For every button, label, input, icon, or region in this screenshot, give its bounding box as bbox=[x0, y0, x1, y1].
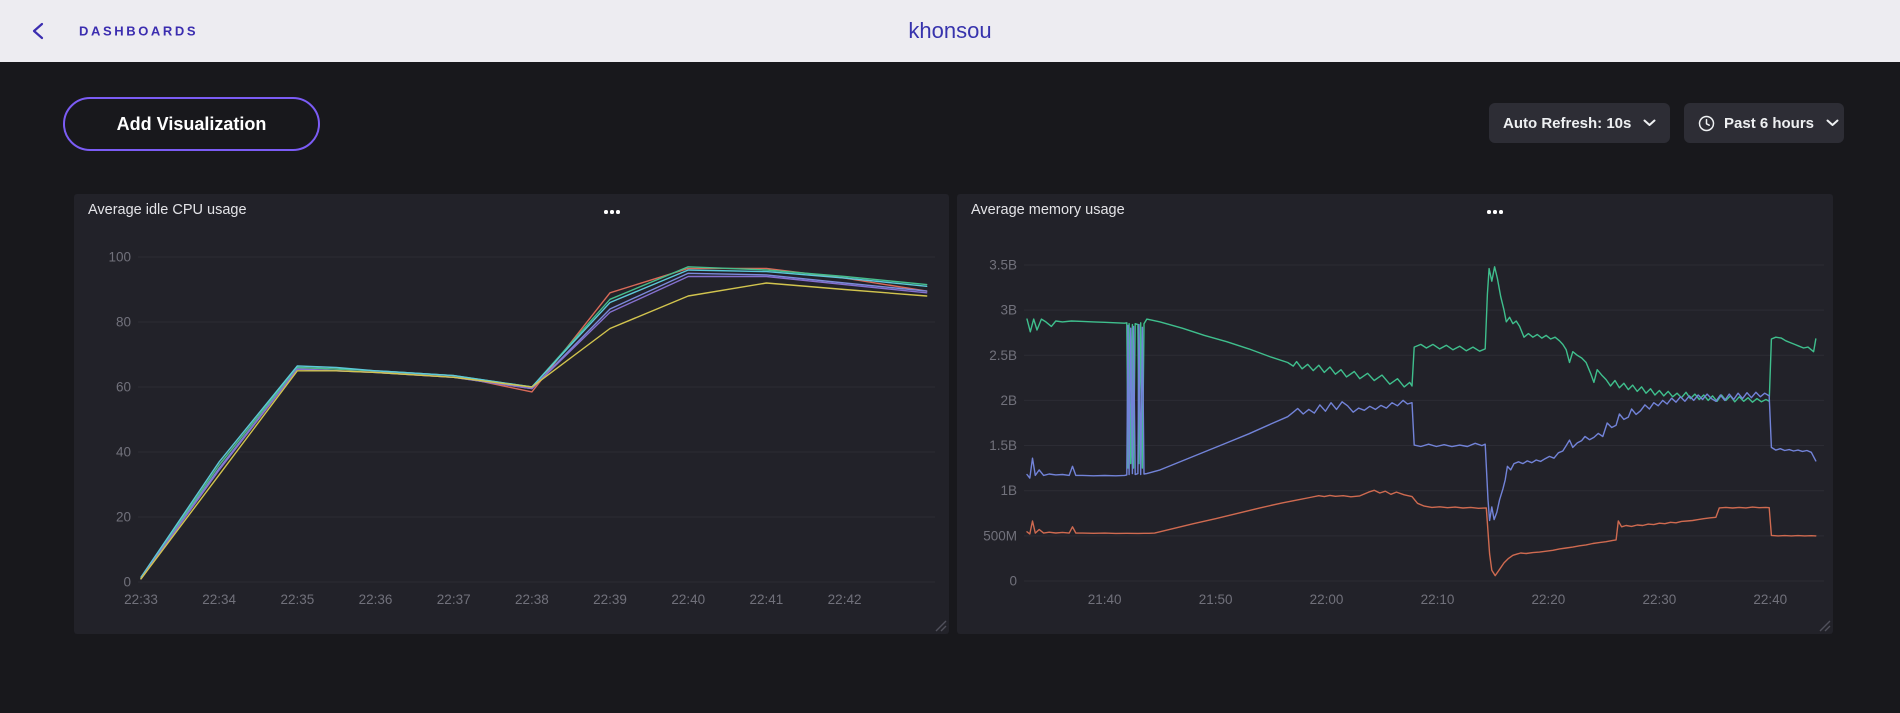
svg-text:500M: 500M bbox=[983, 528, 1017, 543]
resize-handle-icon[interactable] bbox=[934, 619, 947, 632]
menu-dot bbox=[1493, 210, 1497, 214]
svg-text:1B: 1B bbox=[1000, 483, 1017, 498]
panel-menu-icon[interactable] bbox=[1484, 207, 1506, 217]
auto-refresh-label: Auto Refresh: 10s bbox=[1503, 114, 1632, 132]
menu-dot bbox=[610, 210, 614, 214]
menu-dot bbox=[616, 210, 620, 214]
svg-text:22:33: 22:33 bbox=[124, 592, 158, 607]
svg-text:22:42: 22:42 bbox=[828, 592, 862, 607]
svg-text:3B: 3B bbox=[1000, 303, 1017, 318]
memory-chart[interactable]: 0 500M 1B 1.5B 2B 2.5B 3B 3.5B 21:40 21:50 22:00 22… bbox=[957, 194, 1833, 634]
panel-memory-usage: 0 500M 1B 1.5B 2B 2.5B 3B 3.5B 21:40 21:50 22:00 22… bbox=[957, 194, 1833, 634]
svg-text:2B: 2B bbox=[1000, 393, 1017, 408]
svg-text:40: 40 bbox=[116, 445, 131, 460]
page-title: khonsou bbox=[908, 18, 992, 43]
top-header: DASHBOARDS khonsou bbox=[0, 0, 1900, 62]
resize-handle-icon[interactable] bbox=[1818, 619, 1831, 632]
svg-text:22:39: 22:39 bbox=[593, 592, 627, 607]
svg-text:22:10: 22:10 bbox=[1421, 592, 1455, 607]
svg-text:20: 20 bbox=[116, 510, 131, 525]
svg-text:22:20: 22:20 bbox=[1532, 592, 1566, 607]
svg-text:2.5B: 2.5B bbox=[989, 348, 1017, 363]
svg-text:22:37: 22:37 bbox=[437, 592, 471, 607]
svg-text:22:38: 22:38 bbox=[515, 592, 549, 607]
clock-icon bbox=[1698, 115, 1715, 132]
svg-text:22:30: 22:30 bbox=[1642, 592, 1676, 607]
svg-text:80: 80 bbox=[116, 315, 131, 330]
svg-text:3.5B: 3.5B bbox=[989, 257, 1017, 272]
menu-dot bbox=[604, 210, 608, 214]
svg-text:22:35: 22:35 bbox=[280, 592, 314, 607]
breadcrumb-dashboards[interactable]: DASHBOARDS bbox=[79, 23, 199, 39]
svg-text:22:34: 22:34 bbox=[202, 592, 236, 607]
svg-text:22:40: 22:40 bbox=[1753, 592, 1787, 607]
svg-text:0: 0 bbox=[1009, 574, 1017, 589]
chevron-down-icon bbox=[1631, 119, 1656, 127]
panel-title: Average idle CPU usage bbox=[88, 202, 247, 218]
panel-cpu-usage: 0 20 40 60 80 100 22:33 22:34 22:35 22:36 22:37 22:… bbox=[74, 194, 949, 634]
back-button[interactable] bbox=[26, 17, 52, 45]
cpu-chart[interactable]: 0 20 40 60 80 100 22:33 22:34 22:35 22:36 22:37 22:… bbox=[74, 194, 949, 634]
svg-text:22:36: 22:36 bbox=[359, 592, 393, 607]
menu-dot bbox=[1487, 210, 1491, 214]
svg-text:22:40: 22:40 bbox=[671, 592, 705, 607]
svg-text:21:40: 21:40 bbox=[1088, 592, 1122, 607]
panel-menu-icon[interactable] bbox=[601, 207, 623, 217]
panel-title: Average memory usage bbox=[971, 202, 1125, 218]
time-range-label: Past 6 hours bbox=[1724, 114, 1815, 132]
svg-text:22:00: 22:00 bbox=[1310, 592, 1344, 607]
svg-text:0: 0 bbox=[123, 575, 131, 590]
svg-text:22:41: 22:41 bbox=[749, 592, 783, 607]
svg-text:60: 60 bbox=[116, 380, 131, 395]
chevron-down-icon bbox=[1814, 119, 1839, 127]
add-visualization-button[interactable]: Add Visualization bbox=[63, 97, 320, 151]
svg-text:21:50: 21:50 bbox=[1199, 592, 1233, 607]
menu-dot bbox=[1499, 210, 1503, 214]
svg-text:1.5B: 1.5B bbox=[989, 438, 1017, 453]
svg-text:100: 100 bbox=[108, 250, 131, 265]
back-chevron-icon bbox=[32, 22, 44, 40]
time-range-dropdown[interactable]: Past 6 hours bbox=[1684, 103, 1844, 143]
auto-refresh-dropdown[interactable]: Auto Refresh: 10s bbox=[1489, 103, 1670, 143]
